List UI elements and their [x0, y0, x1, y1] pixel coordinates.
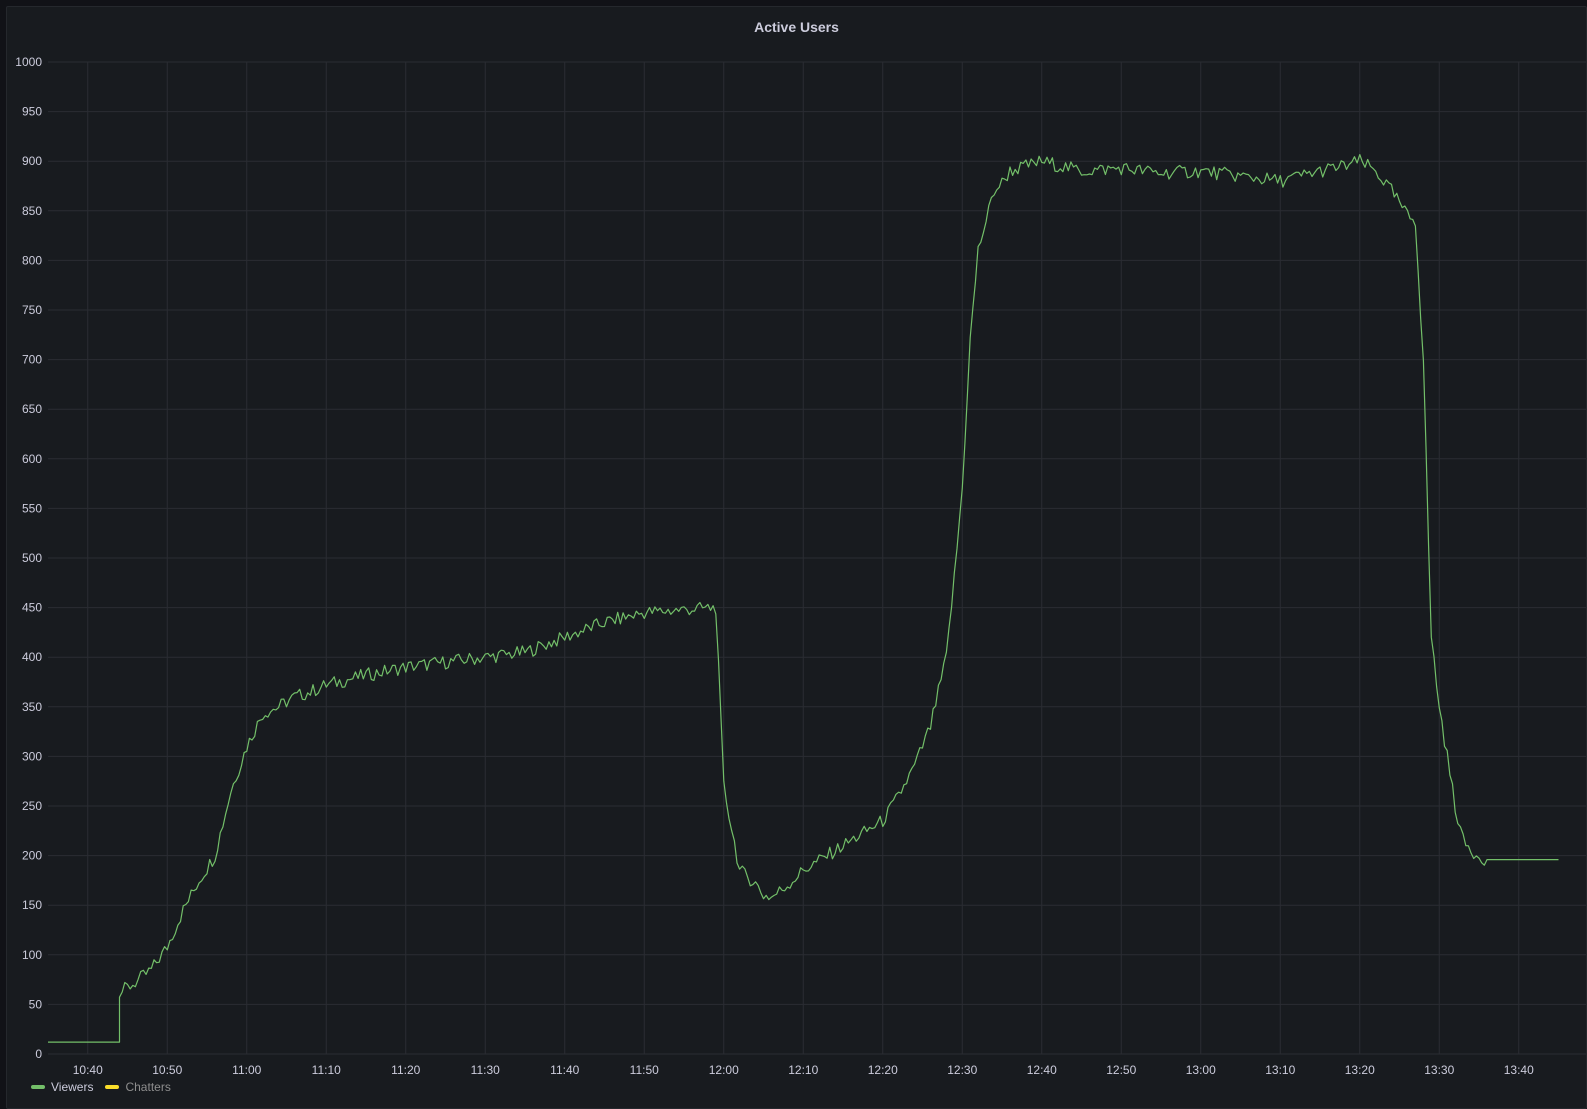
x-tick-label: 10:40 — [73, 1063, 103, 1077]
legend: Viewers Chatters — [31, 1080, 183, 1094]
y-tick-label: 100 — [22, 948, 42, 962]
y-tick-label: 150 — [22, 898, 42, 912]
x-tick-label: 10:50 — [152, 1063, 182, 1077]
x-tick-label: 11:40 — [550, 1063, 579, 1077]
x-tick-label: 13:10 — [1265, 1063, 1295, 1077]
y-tick-label: 850 — [22, 204, 42, 218]
chart-panel: Active Users 0 50 100 150 200 250 300 350 400 450… — [6, 6, 1587, 1109]
y-tick-label: 800 — [22, 253, 42, 267]
y-tick-label: 350 — [22, 700, 42, 714]
x-tick-label: 13:30 — [1424, 1063, 1454, 1077]
y-tick-label: 700 — [22, 353, 42, 367]
y-tick-label: 450 — [22, 601, 42, 615]
x-tick-label: 11:30 — [471, 1063, 500, 1077]
x-tick-label: 12:10 — [788, 1063, 818, 1077]
y-tick-label: 950 — [22, 105, 42, 119]
y-tick-label: 1000 — [15, 55, 42, 69]
x-tick-label: 11:00 — [232, 1063, 261, 1077]
x-tick-label: 11:10 — [312, 1063, 341, 1077]
x-tick-label: 13:20 — [1345, 1063, 1375, 1077]
y-tick-label: 300 — [22, 749, 42, 763]
x-tick-label: 12:50 — [1106, 1063, 1136, 1077]
y-tick-label: 50 — [29, 997, 43, 1011]
legend-swatch-viewers — [31, 1085, 45, 1089]
legend-item-chatters[interactable]: Chatters — [105, 1080, 171, 1094]
chart-title: Active Users — [754, 19, 839, 35]
x-tick-label: 13:40 — [1504, 1063, 1534, 1077]
x-tick-label: 12:30 — [947, 1063, 977, 1077]
y-tick-label: 550 — [22, 501, 42, 515]
y-tick-label: 750 — [22, 303, 42, 317]
legend-label-viewers: Viewers — [51, 1080, 94, 1094]
y-tick-label: 200 — [22, 849, 42, 863]
y-tick-label: 0 — [35, 1047, 42, 1061]
legend-swatch-chatters — [105, 1085, 120, 1089]
x-tick-label: 12:20 — [868, 1063, 898, 1077]
legend-item-viewers[interactable]: Viewers — [31, 1080, 93, 1094]
x-tick-label: 12:40 — [1027, 1063, 1057, 1077]
y-tick-label: 500 — [22, 551, 42, 565]
y-tick-label: 250 — [22, 799, 42, 813]
x-tick-label: 11:50 — [630, 1063, 659, 1077]
series-line-viewers — [48, 154, 1559, 1043]
line-chart: 0 50 100 150 200 250 300 350 400 450 500 550 600 650 7… — [15, 55, 1586, 1077]
x-tick-label: 11:20 — [391, 1063, 420, 1077]
y-tick-label: 400 — [22, 650, 42, 664]
x-tick-label: 12:00 — [709, 1063, 739, 1077]
y-tick-label: 900 — [22, 154, 42, 168]
y-tick-label: 650 — [22, 402, 42, 416]
y-tick-label: 600 — [22, 452, 42, 466]
x-tick-label: 13:00 — [1186, 1063, 1216, 1077]
legend-label-chatters: Chatters — [125, 1080, 171, 1094]
